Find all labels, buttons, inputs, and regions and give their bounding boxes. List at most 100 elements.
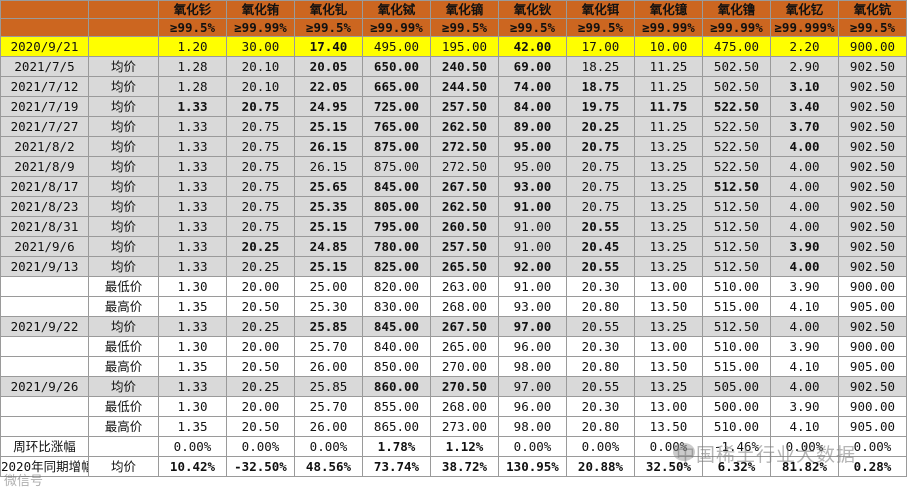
price-cell[interactable]: 13.00 (634, 336, 703, 357)
row-date-cell[interactable]: 2021/9/26 (0, 376, 89, 397)
price-cell[interactable]: 902.50 (838, 156, 907, 177)
price-cell[interactable]: 20.75 (566, 136, 635, 157)
row-date-cell[interactable]: 2021/9/13 (0, 256, 89, 277)
price-cell[interactable]: 13.25 (634, 196, 703, 217)
price-cell[interactable]: 20.45 (566, 236, 635, 257)
row-type-cell[interactable]: 最低价 (88, 276, 159, 297)
row-type-cell[interactable]: 均价 (88, 156, 159, 177)
price-cell[interactable]: 13.25 (634, 376, 703, 397)
price-cell[interactable]: 20.75 (226, 196, 295, 217)
price-cell[interactable]: 13.25 (634, 316, 703, 337)
row-date-cell[interactable]: 2021/7/12 (0, 76, 89, 97)
price-cell[interactable]: 875.00 (362, 156, 431, 177)
row-type-cell[interactable]: 均价 (88, 456, 159, 477)
price-cell[interactable]: 22.05 (294, 76, 363, 97)
price-cell[interactable]: 92.00 (498, 256, 567, 277)
price-cell[interactable]: 1.33 (158, 196, 227, 217)
price-cell[interactable]: 500.00 (702, 396, 771, 417)
price-cell[interactable]: 820.00 (362, 276, 431, 297)
price-cell[interactable]: 1.33 (158, 136, 227, 157)
price-cell[interactable]: 902.50 (838, 216, 907, 237)
price-cell[interactable]: 270.00 (430, 356, 499, 377)
price-cell[interactable]: 900.00 (838, 276, 907, 297)
price-cell[interactable]: 20.25 (226, 316, 295, 337)
row-type-cell[interactable] (88, 36, 159, 57)
price-cell[interactable]: 795.00 (362, 216, 431, 237)
price-cell[interactable]: 24.85 (294, 236, 363, 257)
price-cell[interactable]: 780.00 (362, 236, 431, 257)
price-cell[interactable]: 20.75 (566, 176, 635, 197)
price-cell[interactable]: 3.90 (770, 336, 839, 357)
price-cell[interactable]: 765.00 (362, 116, 431, 137)
row-date-cell[interactable]: 2021/8/23 (0, 196, 89, 217)
price-cell[interactable]: 93.00 (498, 296, 567, 317)
price-cell[interactable]: 96.00 (498, 336, 567, 357)
price-cell[interactable]: 268.00 (430, 296, 499, 317)
price-cell[interactable]: 20.30 (566, 276, 635, 297)
price-cell[interactable]: 25.70 (294, 336, 363, 357)
price-cell[interactable]: 265.00 (430, 336, 499, 357)
price-cell[interactable]: 25.35 (294, 196, 363, 217)
price-cell[interactable]: 26.00 (294, 356, 363, 377)
row-date-cell[interactable]: 2021/7/5 (0, 56, 89, 77)
row-type-cell[interactable] (88, 436, 159, 457)
price-cell[interactable]: 13.50 (634, 356, 703, 377)
price-cell[interactable]: 1.20 (158, 36, 227, 57)
price-cell[interactable]: 73.74% (362, 456, 431, 477)
row-date-cell[interactable] (0, 296, 89, 317)
price-cell[interactable]: 25.15 (294, 216, 363, 237)
row-type-cell[interactable]: 最高价 (88, 416, 159, 437)
price-cell[interactable]: 3.90 (770, 396, 839, 417)
price-cell[interactable]: 1.35 (158, 296, 227, 317)
price-cell[interactable]: 650.00 (362, 56, 431, 77)
price-cell[interactable]: 905.00 (838, 416, 907, 437)
price-cell[interactable]: 20.55 (566, 256, 635, 277)
price-cell[interactable]: 20.75 (226, 136, 295, 157)
price-cell[interactable]: 0.00% (294, 436, 363, 457)
row-type-cell[interactable]: 均价 (88, 176, 159, 197)
column-header-purity[interactable]: ≥99.99% (634, 18, 703, 37)
price-cell[interactable]: 267.50 (430, 316, 499, 337)
price-cell[interactable]: 13.50 (634, 296, 703, 317)
price-cell[interactable]: 13.25 (634, 176, 703, 197)
price-cell[interactable]: 263.00 (430, 276, 499, 297)
column-header-purity[interactable]: ≥99.5% (498, 18, 567, 37)
row-type-cell[interactable]: 均价 (88, 236, 159, 257)
price-cell[interactable]: 13.25 (634, 236, 703, 257)
header-corner[interactable] (0, 0, 89, 19)
row-date-cell[interactable]: 2021/7/19 (0, 96, 89, 117)
price-cell[interactable]: 4.00 (770, 156, 839, 177)
price-cell[interactable]: 20.88% (566, 456, 635, 477)
price-cell[interactable]: 13.25 (634, 256, 703, 277)
price-cell[interactable]: 11.25 (634, 76, 703, 97)
price-cell[interactable]: 512.50 (702, 236, 771, 257)
price-cell[interactable]: 865.00 (362, 416, 431, 437)
price-cell[interactable]: 3.70 (770, 116, 839, 137)
price-cell[interactable]: 725.00 (362, 96, 431, 117)
price-cell[interactable]: 20.75 (566, 156, 635, 177)
price-cell[interactable]: 25.70 (294, 396, 363, 417)
price-cell[interactable]: 845.00 (362, 316, 431, 337)
price-cell[interactable]: 502.50 (702, 56, 771, 77)
price-cell[interactable]: 20.10 (226, 76, 295, 97)
price-cell[interactable]: 25.00 (294, 276, 363, 297)
price-cell[interactable]: 25.85 (294, 316, 363, 337)
price-cell[interactable]: 4.00 (770, 176, 839, 197)
price-cell[interactable]: 26.00 (294, 416, 363, 437)
row-date-cell[interactable]: 2021/9/22 (0, 316, 89, 337)
price-cell[interactable]: 38.72% (430, 456, 499, 477)
price-cell[interactable]: 13.25 (634, 216, 703, 237)
price-cell[interactable]: 20.30 (566, 336, 635, 357)
header-type-col[interactable] (88, 18, 159, 37)
price-cell[interactable]: 1.35 (158, 356, 227, 377)
price-cell[interactable]: 273.00 (430, 416, 499, 437)
row-date-cell[interactable] (0, 396, 89, 417)
price-cell[interactable]: 20.75 (566, 196, 635, 217)
price-cell[interactable]: 1.33 (158, 376, 227, 397)
price-cell[interactable]: 11.75 (634, 96, 703, 117)
price-cell[interactable]: 257.50 (430, 236, 499, 257)
price-cell[interactable]: 272.50 (430, 156, 499, 177)
price-cell[interactable]: 91.00 (498, 276, 567, 297)
price-cell[interactable]: 20.30 (566, 396, 635, 417)
column-header-name[interactable]: 氧化钆 (294, 0, 363, 19)
